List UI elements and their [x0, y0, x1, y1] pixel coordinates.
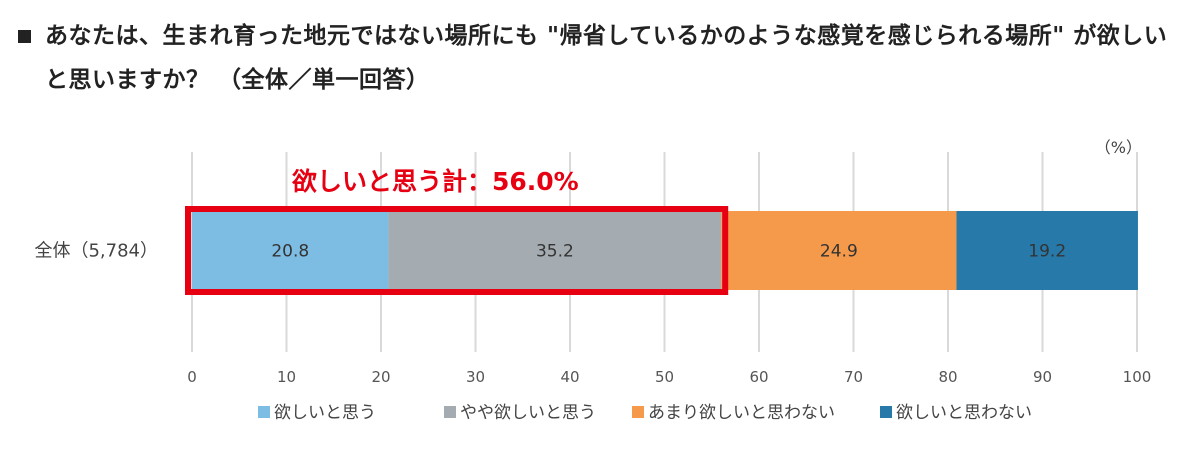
- legend-label: あまり欲しいと思わない: [648, 403, 835, 423]
- x-tick-label: 80: [938, 368, 957, 386]
- x-tick-label: 40: [560, 368, 579, 386]
- highlight-box: [185, 206, 729, 295]
- x-tick-label: 30: [466, 368, 485, 386]
- x-tick-label: 0: [187, 368, 197, 386]
- category-label: 全体（5,784）: [34, 241, 158, 262]
- bar-value-label: 19.2: [1028, 242, 1066, 262]
- bar-segment: [388, 211, 722, 290]
- legend-label: 欲しいと思わない: [896, 403, 1032, 423]
- x-tick-label: 20: [371, 368, 390, 386]
- bar-segment: [721, 211, 957, 290]
- bar-value-label: 35.2: [536, 242, 574, 262]
- x-tick-label: 10: [277, 368, 296, 386]
- legend-swatch: [444, 406, 456, 418]
- annotation: 欲しいと思う計：56.0%: [185, 167, 729, 295]
- chart-title-block: あなたは、生まれ育った地元ではない場所にも "帰省しているかのような感覚を感じら…: [18, 14, 1188, 102]
- legend: 欲しいと思う やや欲しいと思う あまり欲しいと思わない 欲しいと思わない: [258, 403, 1032, 423]
- x-tick-label: 50: [655, 368, 674, 386]
- bar-value-label: 24.9: [820, 242, 858, 262]
- annotation-label: 欲しいと思う計：56.0%: [291, 167, 579, 196]
- legend-swatch: [632, 406, 644, 418]
- bar-segment: [956, 211, 1138, 290]
- legend-swatch: [880, 406, 892, 418]
- x-tick-label: 100: [1123, 368, 1152, 386]
- bars: 20.8 35.2 24.9 19.2 全体（5,784）: [34, 211, 1138, 290]
- x-axis: 0 10 20 30 40 50 60 70 80 90 100: [187, 368, 1151, 386]
- x-tick-label: 60: [749, 368, 768, 386]
- x-tick-label: 70: [844, 368, 863, 386]
- legend-label: やや欲しいと思う: [460, 403, 596, 423]
- x-tick-label: 90: [1033, 368, 1052, 386]
- chart-title: あなたは、生まれ育った地元ではない場所にも "帰省しているかのような感覚を感じら…: [45, 23, 1168, 93]
- legend-label: 欲しいと思う: [274, 403, 376, 423]
- legend-swatch: [258, 406, 270, 418]
- title-square-bullet: [18, 30, 31, 43]
- bar-value-label: 20.8: [271, 242, 309, 262]
- bar-segment: [192, 211, 389, 290]
- unit-label: （%）: [1095, 138, 1142, 157]
